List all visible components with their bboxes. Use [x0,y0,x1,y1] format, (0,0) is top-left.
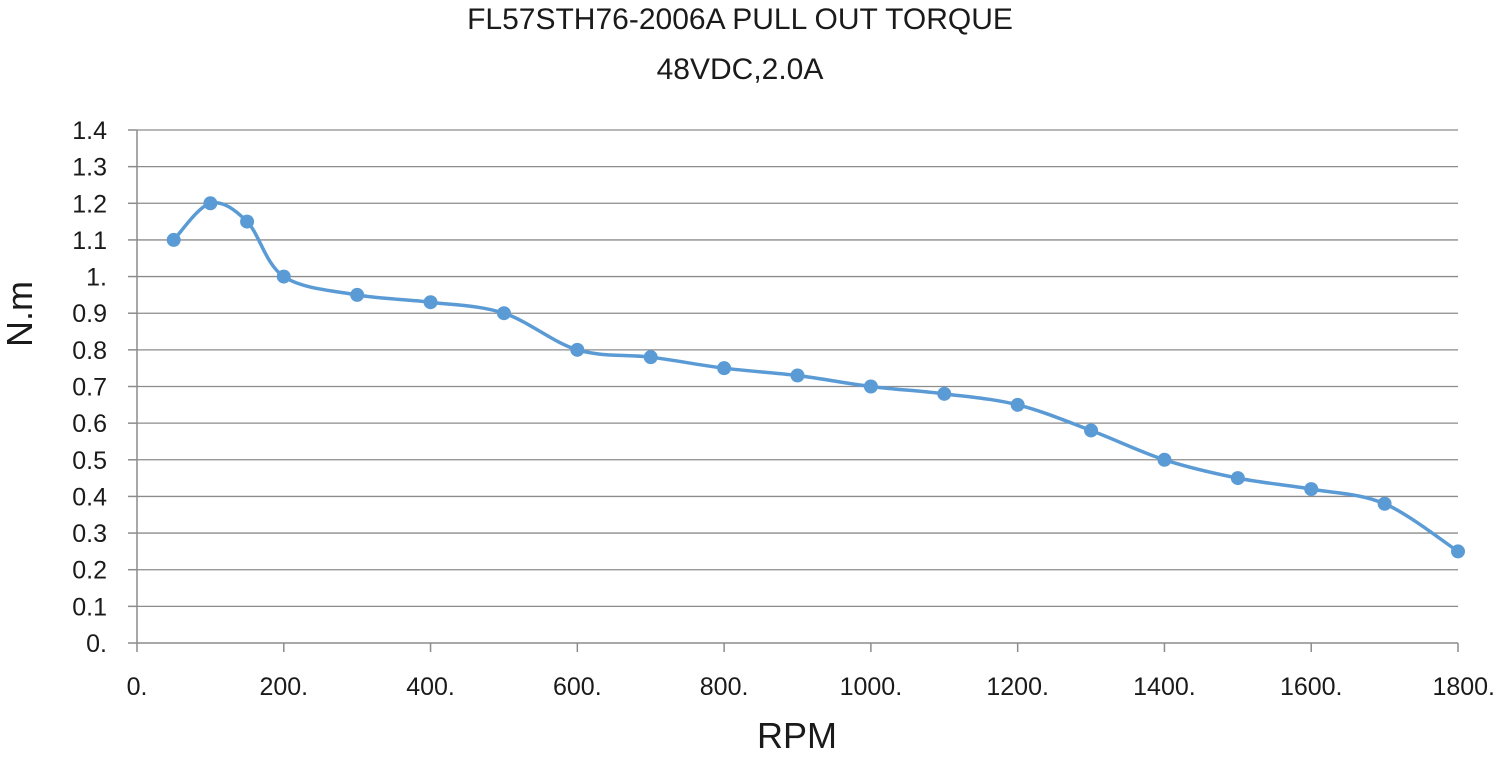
y-axis-label: N.m [0,281,40,347]
y-tick-label: 0. [86,630,107,658]
data-point [790,368,805,383]
data-point [1010,397,1025,412]
data-point [276,269,291,284]
data-point [1230,471,1245,486]
y-tick-labels: 0. 0.1 0.2 0.3 0.4 0.5 0.6 0.7 0.8 0.9 1. 1.1 1.2 1.3… [72,117,107,658]
x-tick-label: 1600. [1280,673,1343,701]
x-tick-label: 1800. [1432,673,1495,701]
data-point [1157,452,1172,467]
data-point [1377,496,1392,511]
data-point [423,295,438,310]
y-tick-label: 1.2 [72,190,107,218]
data-point [717,361,732,376]
data-point [863,379,878,394]
data-point [350,287,365,302]
x-tick-label: 400. [406,673,455,701]
y-tick-label: 1.1 [72,227,107,255]
x-tick-label: 1200. [986,673,1049,701]
y-tick-label: 0.5 [72,447,107,475]
y-tick-label: 0.4 [72,483,107,511]
data-point [1451,544,1465,559]
x-tick-label: 1000. [840,673,903,701]
gridlines [137,129,1458,608]
data-point [203,196,218,211]
x-tick-label: 200. [259,673,308,701]
x-tick-label: 1400. [1133,673,1196,701]
series-layer [166,196,1465,559]
series-line [171,200,1460,554]
data-point [937,386,952,401]
x-tick-label: 0. [127,673,148,701]
y-tick-label: 0.2 [72,557,107,585]
y-tick-label: 1.3 [72,154,107,182]
y-tick-label: 1.4 [72,117,107,145]
data-point [166,232,181,247]
y-tick-label: 0.9 [72,300,107,328]
x-axis-label: RPM [757,715,837,756]
x-tick-label: 600. [553,673,602,701]
data-point [1304,482,1319,497]
data-point [496,306,511,321]
y-tick-label: 0.6 [72,410,107,438]
x-tick-label: 800. [700,673,749,701]
chart-subtitle: 48VDC,2.0A [657,53,824,86]
y-tick-label: 0.7 [72,374,107,402]
data-point [570,342,585,357]
x-tick-labels: 0. 200. 400. 600. 800. 1000. 1200. 1400. 1600. 18… [127,673,1495,701]
data-point [643,350,658,365]
y-tick-label: 0.8 [72,337,107,365]
y-tick-label: 0.3 [72,520,107,548]
y-tick-label: 1. [86,264,107,292]
data-point [240,214,255,229]
data-point [1084,423,1099,438]
axes [128,129,1459,652]
y-tick-label: 0.1 [72,593,107,621]
chart-title: FL57STH76-2006A PULL OUT TORQUE [467,3,1013,36]
